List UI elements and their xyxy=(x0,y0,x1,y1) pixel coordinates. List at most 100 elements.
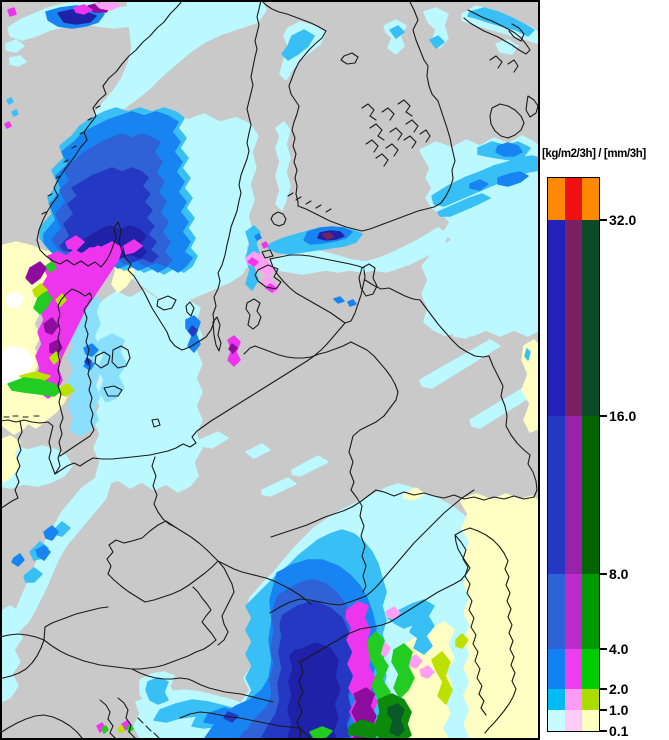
colorbar-segment xyxy=(565,220,582,416)
country-border xyxy=(94,351,111,369)
country-border xyxy=(212,316,222,352)
precipitation-map xyxy=(0,0,540,740)
colorbar-segment xyxy=(582,689,599,710)
country-border xyxy=(0,714,83,739)
country-border xyxy=(0,606,109,641)
colorbar-tick-label: 1.0 xyxy=(609,702,629,718)
country-border xyxy=(131,668,274,703)
country-border xyxy=(348,439,367,593)
precip-area-lcyan xyxy=(97,333,127,403)
precip-area-cyan xyxy=(6,97,14,105)
precip-area-blue xyxy=(35,545,51,561)
precip-area-cyan xyxy=(524,348,531,361)
country-border xyxy=(508,23,525,42)
country-border xyxy=(454,527,517,734)
country-border xyxy=(296,661,304,740)
coast-detail xyxy=(381,107,395,121)
colorbar-segment xyxy=(548,689,565,710)
coast-detail xyxy=(365,139,379,153)
colorbar-tick-label: 16.0 xyxy=(609,408,637,424)
coast-detail xyxy=(361,103,377,121)
precip-area-magenta xyxy=(123,239,143,255)
coast-detail xyxy=(87,117,93,121)
precip-area-pcyan xyxy=(5,39,25,53)
country-border xyxy=(269,254,365,269)
colorbar-tick xyxy=(600,688,607,690)
precip-area-pcyan xyxy=(93,0,267,123)
precip-area-pcyan xyxy=(423,7,449,49)
country-border xyxy=(454,534,487,716)
precip-area-pcyan xyxy=(0,605,23,703)
country-border xyxy=(525,95,539,118)
colorbar-segment xyxy=(565,710,582,731)
colorbar-tick xyxy=(600,709,607,711)
precip-area-pink xyxy=(95,1,121,11)
precip-area-blue xyxy=(497,171,529,187)
precip-area-blue xyxy=(469,179,489,191)
coast-detail xyxy=(489,55,503,69)
precip-area-pcyan xyxy=(245,443,271,459)
precip-area-magenta xyxy=(7,7,17,17)
precip-area-magenta xyxy=(73,4,93,15)
precip-area-ygreen xyxy=(49,351,61,365)
precip-area-cyan xyxy=(281,29,315,61)
coast-detail xyxy=(405,119,419,133)
coast-detail xyxy=(325,208,332,213)
colorbar-segment xyxy=(582,220,599,416)
precip-area-pink xyxy=(419,665,435,679)
colorbar-segment xyxy=(565,416,582,574)
country-border xyxy=(463,9,531,55)
precip-area-green xyxy=(309,726,333,739)
precip-area-purple xyxy=(43,317,59,335)
coast-detail xyxy=(397,99,413,117)
country-border xyxy=(111,345,131,369)
precip-area-blue xyxy=(43,525,59,541)
precip-area-pyellow xyxy=(521,339,540,433)
precip-area-green xyxy=(7,377,63,397)
precip-area-blue xyxy=(11,553,25,567)
precip-area-dgreen xyxy=(347,719,381,739)
precip-area-green xyxy=(391,643,415,699)
country-border xyxy=(43,586,217,670)
coast-detail xyxy=(389,127,403,141)
coast-detail xyxy=(305,200,312,205)
country-border xyxy=(358,263,378,297)
country-border xyxy=(54,322,346,475)
colorbar-tick-label: 8.0 xyxy=(609,566,629,582)
coast-detail xyxy=(63,159,69,163)
colorbar xyxy=(547,177,600,732)
country-border xyxy=(350,341,399,441)
coast-detail xyxy=(385,143,399,157)
country-border xyxy=(243,341,352,359)
precip-area-cyan xyxy=(429,35,445,49)
precip-area-maroon xyxy=(322,232,334,240)
precip-area-purple xyxy=(25,261,47,285)
country-border xyxy=(99,699,117,740)
colorbar-tick-label: 32.0 xyxy=(609,212,637,228)
precip-area-pcyan xyxy=(429,261,493,299)
colorbar-segment xyxy=(565,649,582,689)
country-border xyxy=(245,298,262,330)
precip-area-pcyan xyxy=(199,431,229,449)
precip-area-blue xyxy=(347,299,357,307)
precip-area-green xyxy=(367,631,391,707)
country-border xyxy=(217,560,312,605)
coast-detail xyxy=(95,105,101,109)
precip-area-pcyan xyxy=(291,455,329,477)
legend-units-title: [kg/m2/3h] / [mm/3h] xyxy=(542,148,646,160)
country-border xyxy=(179,711,311,739)
precip-area-ygreen xyxy=(59,383,75,397)
colorbar-segment xyxy=(548,416,565,574)
country-border xyxy=(389,534,471,623)
precip-area-pcyan xyxy=(9,55,27,67)
precip-area-pink xyxy=(407,654,423,669)
colorbar-segment xyxy=(548,178,565,220)
precip-area-cyan xyxy=(467,7,535,37)
country-border xyxy=(127,269,215,351)
coast-detail xyxy=(41,211,47,215)
colorbar-segment xyxy=(582,416,599,574)
precip-area-green xyxy=(33,291,53,315)
country-border xyxy=(340,52,359,65)
precip-area-blue xyxy=(495,142,523,157)
precip-area-magenta xyxy=(247,257,259,267)
